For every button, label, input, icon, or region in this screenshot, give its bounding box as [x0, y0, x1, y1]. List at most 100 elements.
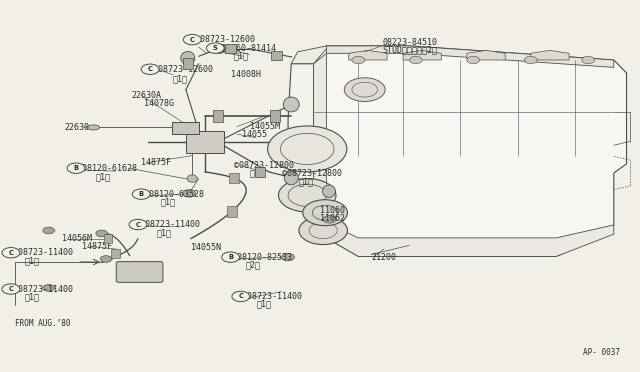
Circle shape	[96, 230, 108, 237]
Bar	[182, 58, 193, 69]
Text: （1）: （1）	[157, 228, 172, 237]
Bar	[271, 51, 282, 60]
Text: 14875F: 14875F	[141, 158, 171, 167]
Circle shape	[132, 189, 150, 199]
Circle shape	[303, 200, 348, 226]
Text: 14875F: 14875F	[82, 242, 112, 251]
Circle shape	[582, 56, 595, 64]
Polygon shape	[403, 50, 442, 60]
Circle shape	[299, 217, 348, 244]
Text: （1）: （1）	[234, 52, 249, 61]
Text: FROM AUG.’80: FROM AUG.’80	[15, 319, 70, 328]
Circle shape	[524, 56, 537, 64]
Text: ©08723-11400: ©08723-11400	[13, 248, 74, 257]
Bar	[227, 206, 237, 217]
Text: 14008H: 14008H	[230, 70, 260, 79]
Text: ©08723-12600: ©08723-12600	[195, 35, 255, 44]
Text: 21200: 21200	[371, 253, 396, 262]
Ellipse shape	[323, 185, 335, 198]
Text: （1）: （1）	[25, 293, 40, 302]
Text: （1）: （1）	[216, 44, 232, 53]
Ellipse shape	[284, 171, 298, 185]
Bar	[225, 44, 236, 53]
Circle shape	[221, 252, 239, 262]
Bar	[270, 110, 280, 122]
Text: （2）: （2）	[246, 260, 261, 269]
Bar	[104, 234, 113, 243]
Text: （1）: （1）	[298, 177, 314, 186]
Circle shape	[147, 270, 162, 279]
Circle shape	[232, 291, 250, 302]
Text: （1）: （1）	[250, 169, 265, 177]
Text: 14055N: 14055N	[191, 243, 221, 251]
Bar	[111, 249, 120, 258]
Circle shape	[323, 216, 336, 223]
Circle shape	[410, 56, 422, 64]
Text: ©08723-12800: ©08723-12800	[282, 169, 342, 178]
Ellipse shape	[180, 51, 195, 65]
Text: ¢08120-63528: ¢08120-63528	[145, 190, 204, 199]
Text: 22630A: 22630A	[132, 91, 162, 100]
Circle shape	[100, 256, 112, 262]
Polygon shape	[467, 50, 505, 60]
Bar	[255, 167, 265, 177]
Polygon shape	[326, 46, 614, 67]
Text: 11062: 11062	[320, 214, 345, 223]
Text: ¢08120-82533: ¢08120-82533	[232, 253, 292, 262]
Text: S: S	[213, 45, 218, 51]
Polygon shape	[349, 50, 387, 60]
Text: C: C	[190, 36, 195, 43]
Circle shape	[183, 35, 201, 45]
Text: （1）: （1）	[256, 300, 271, 309]
Ellipse shape	[187, 175, 197, 182]
Circle shape	[43, 285, 54, 291]
Text: B: B	[139, 191, 144, 197]
Circle shape	[67, 163, 85, 173]
Text: （1）: （1）	[173, 74, 188, 83]
Polygon shape	[288, 64, 314, 171]
Polygon shape	[314, 53, 326, 171]
Text: （1）: （1）	[95, 172, 110, 181]
Text: B: B	[74, 165, 79, 171]
Text: 08223-84510: 08223-84510	[383, 38, 438, 47]
Polygon shape	[314, 46, 627, 256]
Circle shape	[2, 284, 20, 294]
Text: ©08723-12600: ©08723-12600	[153, 65, 212, 74]
Circle shape	[182, 190, 195, 197]
Polygon shape	[531, 50, 569, 60]
Bar	[212, 110, 223, 122]
Text: B: B	[228, 254, 233, 260]
Text: ©08723-11400: ©08723-11400	[242, 292, 302, 301]
Circle shape	[282, 253, 294, 261]
Text: 22630: 22630	[65, 122, 90, 132]
FancyBboxPatch shape	[116, 262, 163, 282]
Circle shape	[129, 219, 147, 230]
Polygon shape	[291, 46, 326, 64]
Circle shape	[467, 56, 479, 64]
Bar	[186, 131, 224, 153]
Text: ¥08360-81414: ¥08360-81414	[216, 44, 276, 52]
Bar	[228, 173, 239, 183]
Text: C: C	[136, 222, 140, 228]
Ellipse shape	[87, 125, 100, 130]
Circle shape	[2, 247, 20, 258]
Ellipse shape	[284, 97, 300, 112]
Text: （1）: （1）	[25, 256, 40, 265]
Text: 14078: 14078	[189, 146, 214, 155]
Text: C: C	[148, 66, 152, 72]
Text: AP- 0037: AP- 0037	[583, 348, 620, 357]
Text: （1）: （1）	[161, 197, 175, 206]
Text: ©08723-11400: ©08723-11400	[140, 220, 200, 229]
Text: C: C	[8, 286, 13, 292]
Text: ¢08120-61628: ¢08120-61628	[77, 164, 138, 173]
Circle shape	[117, 267, 132, 276]
Text: ©08723-12800: ©08723-12800	[234, 161, 294, 170]
Circle shape	[278, 179, 336, 212]
Text: 14055M: 14055M	[250, 122, 280, 131]
Circle shape	[344, 78, 385, 102]
Text: 14055: 14055	[242, 130, 267, 140]
Text: STUDスタッド（2）: STUDスタッド（2）	[383, 46, 438, 55]
Text: C: C	[8, 250, 13, 256]
Circle shape	[141, 64, 159, 74]
Circle shape	[268, 126, 347, 172]
